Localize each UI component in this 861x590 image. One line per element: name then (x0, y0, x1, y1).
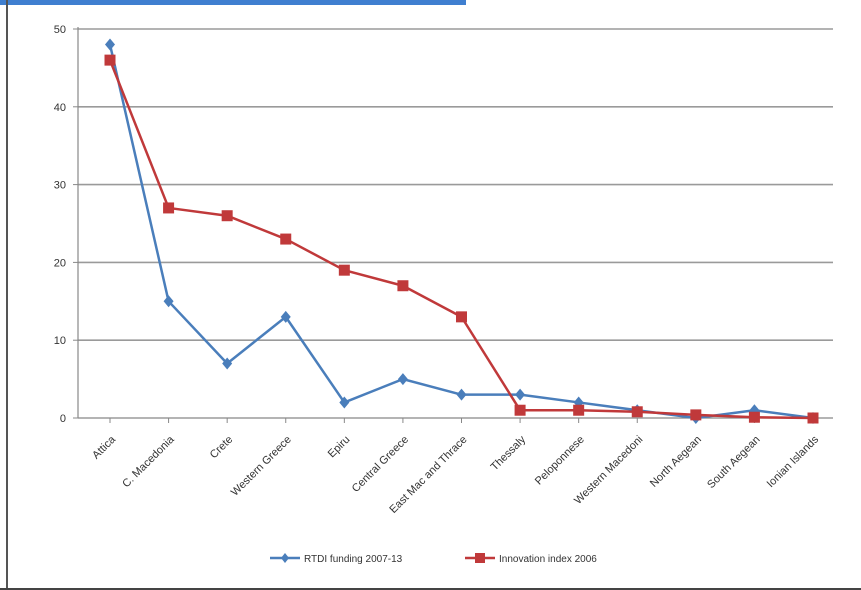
series-line-rtdi-funding-2007-13 (108, 44, 814, 420)
marker-innovation-index-2006-peloponnese (573, 404, 585, 416)
marker-innovation-index-2006-attica (104, 54, 116, 66)
axes (73, 27, 833, 423)
marker-innovation-index-2006-south-aegean (748, 411, 760, 423)
marker-rtdi-funding-2007-13-central-greece (397, 373, 408, 386)
y-tick-label-50: 50 (54, 24, 66, 36)
legend-label-innovation-index-2006: Innovation index 2006 (499, 554, 597, 565)
marker-innovation-index-2006-ionian-islands (807, 412, 819, 424)
marker-innovation-index-2006-east-mac-and-thrace (456, 311, 467, 323)
x-tick-label-north-aegean: North Aegean (648, 434, 704, 490)
gridlines (78, 28, 833, 342)
x-tick-label-peloponnese: Peloponnese (533, 434, 587, 488)
marker-rtdi-funding-2007-13-c-macedonia (163, 295, 174, 308)
marker-rtdi-funding-2007-13-thessaly (515, 388, 526, 401)
y-tick-label-10: 10 (54, 335, 66, 347)
left-border-line (6, 0, 8, 590)
x-tick-label-c-macedonia: C. Macedonia (120, 433, 177, 490)
marker-innovation-index-2006-western-macedoni (631, 406, 643, 418)
legend: RTDI funding 2007-13 Innovation index 200… (270, 553, 597, 565)
x-tick-label-thessaly: Thessaly (489, 433, 529, 473)
top-accent-strip (0, 0, 466, 5)
y-tick-labels: 0 10 20 30 40 50 (54, 24, 66, 425)
x-tick-label-south-aegean: South Aegean (705, 434, 762, 491)
legend-label-rtdi-funding-2007-13: RTDI funding 2007-13 (304, 554, 403, 565)
x-tick-label-western-greece: Western Greece (229, 434, 294, 499)
y-tick-label-0: 0 (60, 413, 66, 425)
x-tick-label-crete: Crete (208, 434, 236, 462)
marker-rtdi-funding-2007-13-crete (222, 357, 233, 370)
marker-rtdi-funding-2007-13-east-mac-and-thrace (456, 388, 467, 401)
series-line-innovation-index-2006 (108, 59, 814, 420)
legend-marker-rtdi-funding-2007-13 (281, 553, 289, 563)
series-lines (108, 44, 814, 420)
marker-rtdi-funding-2007-13-attica (105, 38, 115, 51)
y-tick-label-40: 40 (54, 102, 66, 114)
x-tick-label-ionian-islands: Ionian Islands (765, 433, 822, 490)
marker-innovation-index-2006-western-greece (280, 233, 292, 245)
series-markers (104, 38, 819, 424)
marker-innovation-index-2006-central-greece (397, 280, 409, 292)
x-tick-label-central-greece: Central Greece (350, 434, 411, 495)
x-tick-label-attica: Attica (90, 433, 119, 462)
marker-innovation-index-2006-thessaly (514, 404, 526, 416)
marker-innovation-index-2006-north-aegean (690, 409, 702, 421)
marker-rtdi-funding-2007-13-epiru (339, 396, 350, 409)
y-tick-label-20: 20 (54, 257, 66, 269)
marker-innovation-index-2006-c-macedonia (163, 202, 175, 214)
legend-marker-innovation-index-2006 (475, 553, 485, 563)
marker-innovation-index-2006-crete (221, 210, 233, 222)
marker-rtdi-funding-2007-13-western-greece (280, 310, 291, 323)
x-tick-label-epiru: Epiru (326, 434, 353, 461)
y-tick-label-30: 30 (54, 180, 66, 192)
marker-innovation-index-2006-epiru (338, 264, 350, 276)
bottom-border-line (0, 588, 861, 590)
